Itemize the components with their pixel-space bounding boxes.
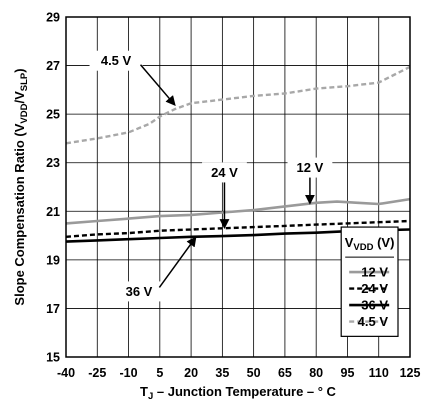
x-tick-label: 65 (278, 366, 292, 380)
annotation-arrow (158, 236, 197, 288)
legend-label-24-v: 24 V (361, 281, 388, 296)
y-tick-label: 27 (46, 59, 60, 73)
x-tick-label: 80 (309, 366, 323, 380)
series-line-4-5-v (65, 65, 411, 145)
annotation-label-36-v: 36 V (126, 284, 153, 299)
y-tick-label: 15 (46, 351, 60, 365)
series-layer (65, 65, 411, 243)
x-tick-label: 110 (369, 366, 389, 380)
y-tick-label: 29 (46, 11, 60, 25)
x-axis-label: TJ – Junction Temperature – ° C (140, 384, 337, 402)
annotation-box (287, 157, 333, 178)
annotations: 4.5 V 24 V 12 V 36 V (89, 50, 333, 302)
series-line-12-v (65, 197, 411, 225)
legend-label-4-5-v: 4.5 V (358, 314, 389, 329)
annotation-label-24-v: 24 V (211, 165, 238, 180)
x-tick-label: -40 (57, 366, 75, 380)
legend-label-12-v: 12 V (361, 265, 388, 280)
y-tick-label: 17 (46, 302, 60, 316)
x-tick-label: 20 (184, 366, 198, 380)
legend-title: VVDD (V) (345, 235, 395, 253)
tick-labels: -40 -25 -10 5 20 35 50 65 80 95 110 125 15 17 19 21 23 25… (46, 11, 420, 381)
legend-box (340, 226, 399, 337)
annotation-label-4-5-v: 4.5 V (101, 53, 132, 68)
x-tick-label: 50 (247, 366, 261, 380)
x-tick-label: 95 (341, 366, 355, 380)
annotation-box (202, 162, 247, 183)
plot-frame (65, 16, 411, 358)
y-tick-label: 25 (46, 108, 60, 122)
annotation-label-12-v: 12 V (297, 160, 324, 175)
legend-label-36-v: 36 V (361, 298, 388, 313)
x-tick-label: 35 (215, 366, 229, 380)
x-tick-label: 5 (156, 366, 163, 380)
series-line-24-v (65, 219, 411, 238)
annotation-box (89, 50, 143, 71)
annotation-box (116, 281, 162, 302)
y-tick-label: 19 (46, 253, 60, 267)
x-tick-label: 125 (400, 366, 421, 380)
x-tick-label: -10 (120, 366, 138, 380)
x-tick-label: -25 (88, 366, 106, 380)
annotation-arrow (139, 64, 176, 106)
y-tick-label: 23 (46, 156, 60, 170)
legend: VVDD (V) 12 V24 V 36 V4.5 V (340, 226, 399, 337)
y-axis-label: Slope Compensation Ratio (VVDD/VSLP) (12, 68, 30, 305)
y-tick-label: 21 (46, 205, 60, 219)
